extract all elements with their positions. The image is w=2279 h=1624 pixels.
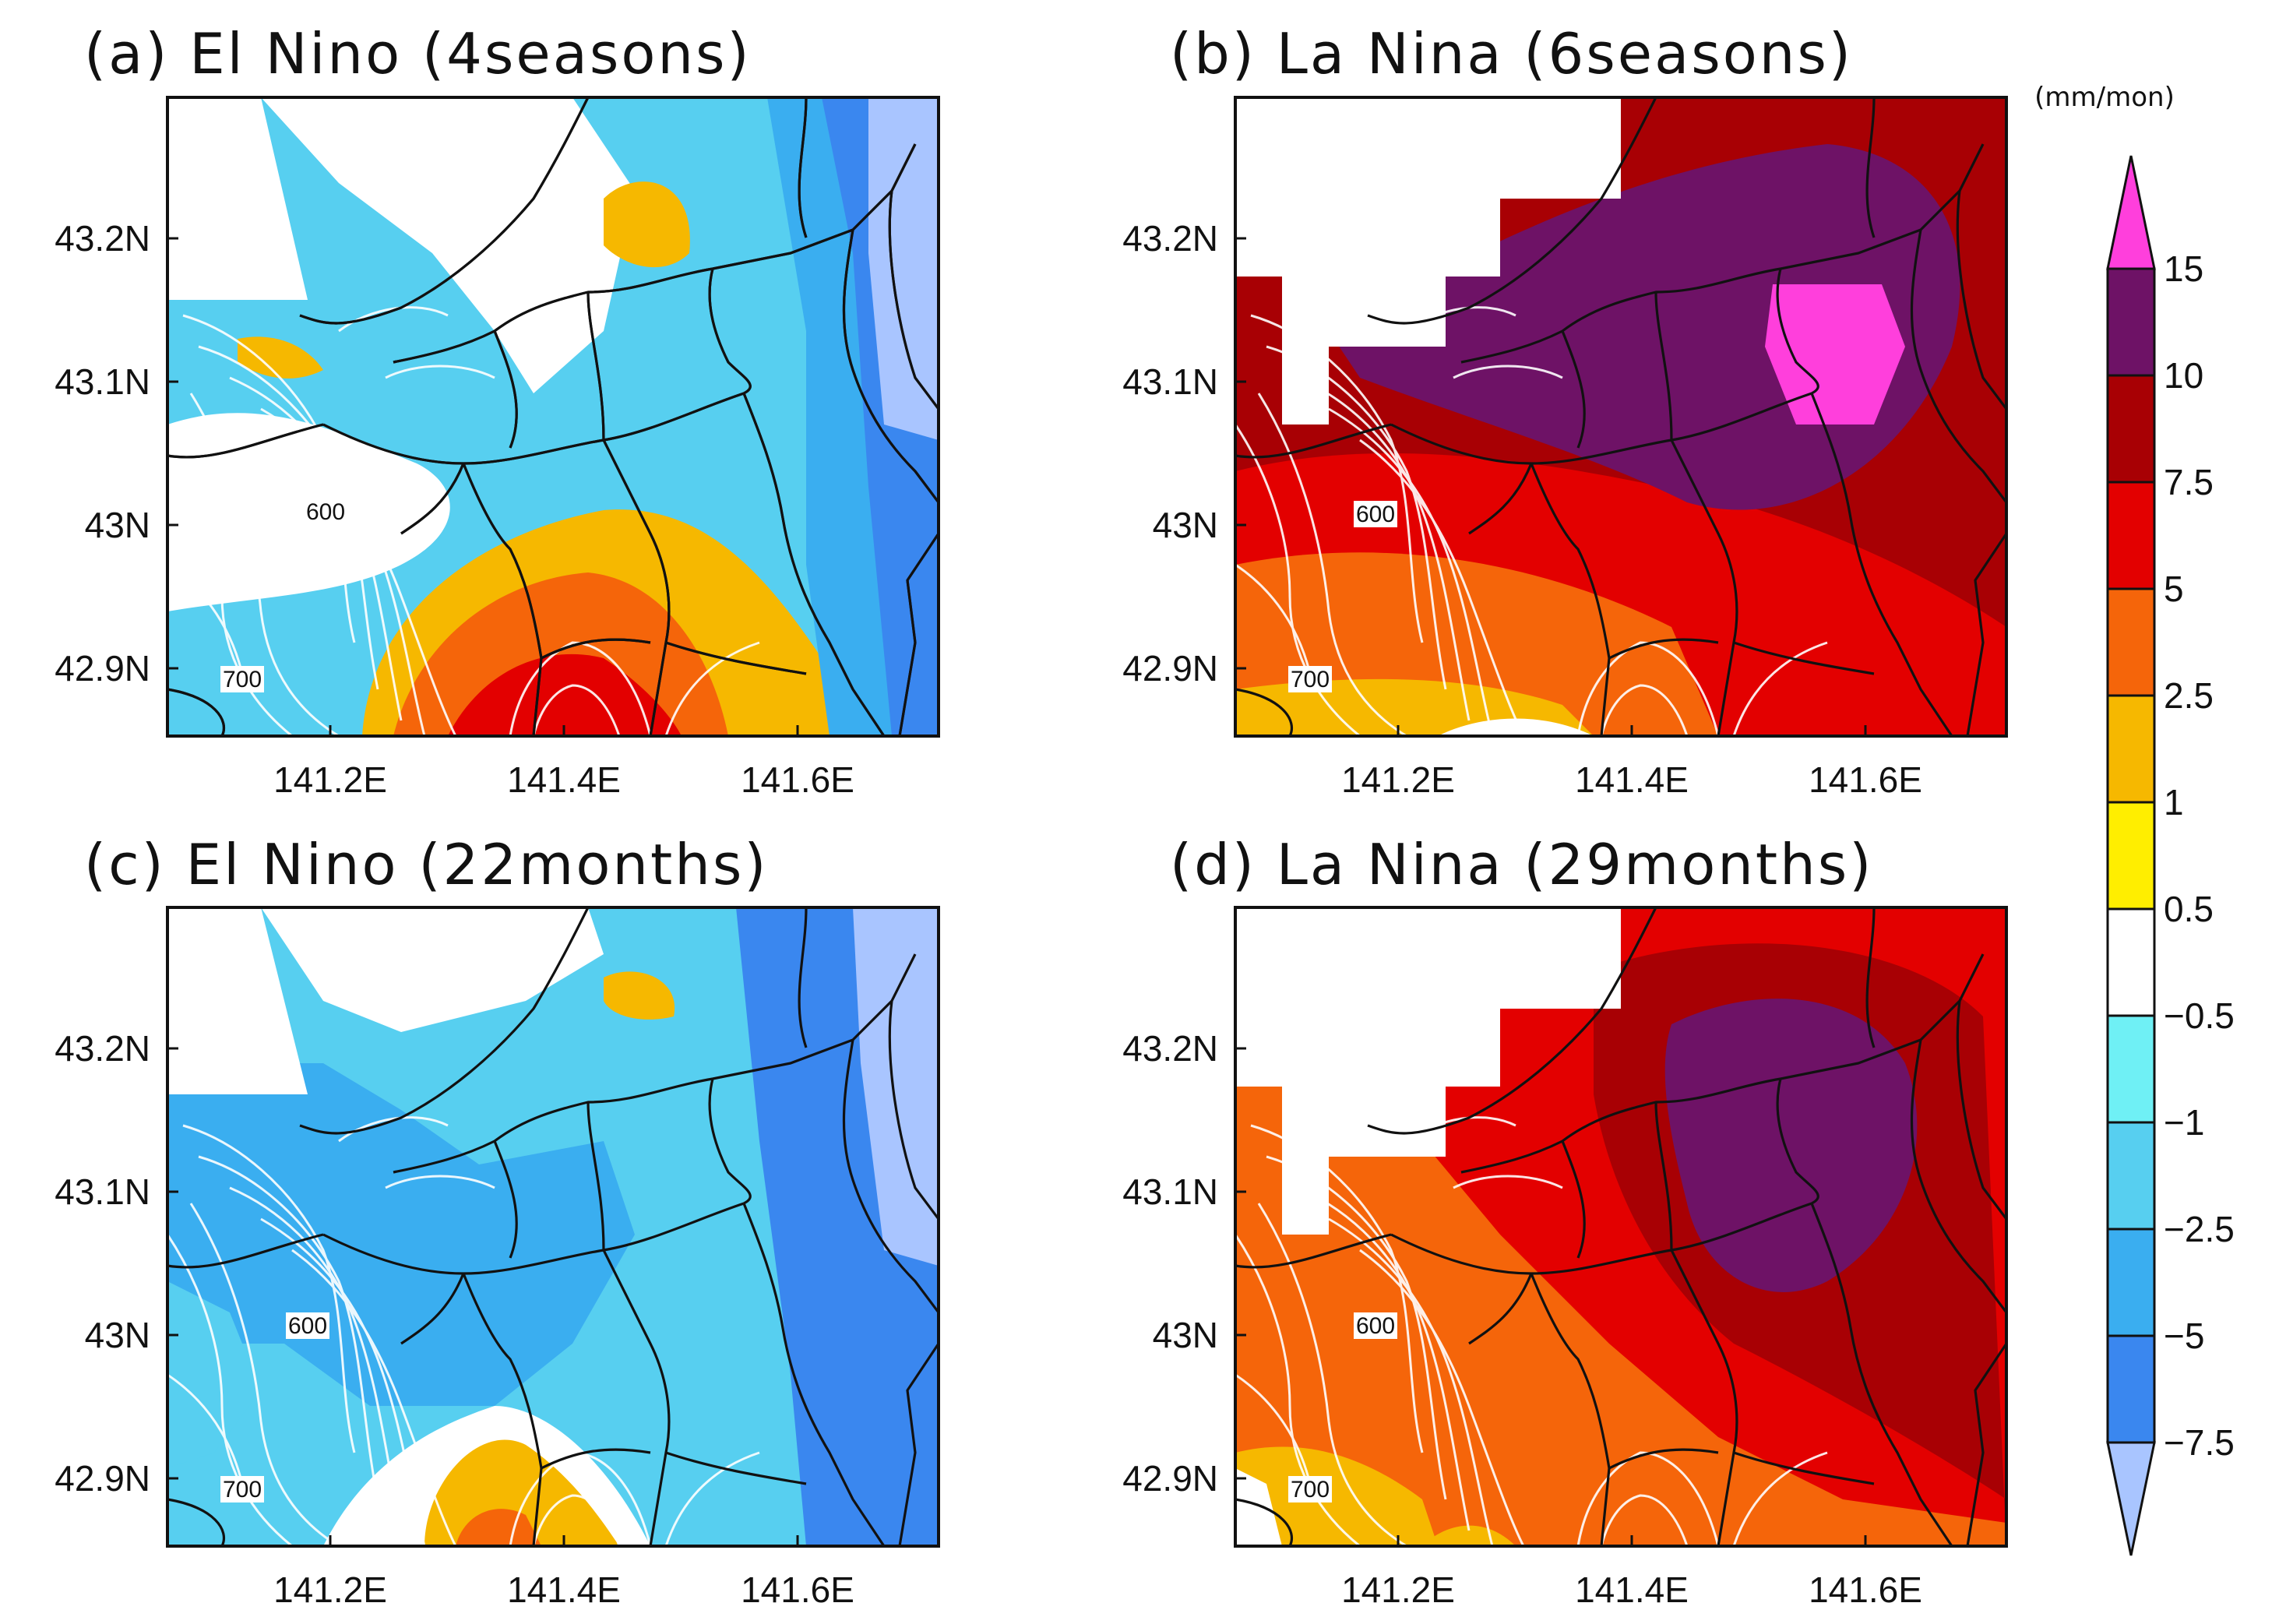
- colorbar-tick-label: 5: [2164, 569, 2184, 609]
- lat-axis: 43.2N 43.1N 43N 42.9N: [1122, 218, 1246, 689]
- lat-tick-label: 42.9N: [55, 648, 150, 689]
- panel-title: (d) La Nina (29months): [1170, 832, 1873, 897]
- plot-frame: [1234, 96, 2008, 738]
- lat-tick-label: 42.9N: [1122, 1458, 1218, 1499]
- colorbar-tick-label: 0.5: [2164, 889, 2214, 929]
- lon-tick-label: 141.6E: [1809, 1569, 1922, 1610]
- lat-tick-label: 43.1N: [55, 361, 150, 402]
- lat-tick-label: 42.9N: [1122, 648, 1218, 689]
- colorbar-unit: (mm/mon): [2034, 82, 2175, 113]
- lat-axis: 43.2N 43.1N 43N 42.9N: [55, 1028, 178, 1499]
- lat-tick-label: 43N: [85, 505, 150, 545]
- colorbar-tick-label: −1: [2164, 1102, 2204, 1143]
- map-field: [167, 97, 939, 736]
- lat-axis: 43.2N 43.1N 43N 42.9N: [1122, 1028, 1246, 1499]
- colorbar-bin: [2106, 587, 2156, 697]
- panel-title: (a) El Nino (4seasons): [84, 21, 752, 86]
- colorbar-bin: [2106, 801, 2156, 911]
- colorbar-tick-label: −2.5: [2164, 1209, 2235, 1249]
- lon-tick-label: 141.4E: [507, 1569, 621, 1610]
- panel-d: (d) La Nina (29months) 600 700 43.2N 43.…: [1122, 832, 2008, 1610]
- lon-tick-label: 141.2E: [1341, 1569, 1455, 1610]
- colorbar-bin: [2106, 1441, 2156, 1556]
- colorbar-tick-label: −7.5: [2164, 1422, 2235, 1463]
- colorbar-tick-label: 10: [2164, 355, 2203, 396]
- colorbar-bin: [2106, 267, 2156, 377]
- map-field: [167, 907, 939, 1546]
- plot-frame: [166, 906, 940, 1548]
- colorbar-bin: [2106, 694, 2156, 804]
- lon-tick-label: 141.2E: [273, 1569, 387, 1610]
- colorbar: (mm/mon) 15 10 7.5 5 2.5 1 0.5 −0.5 −1 −2.5 −5 −7.5: [2034, 82, 2235, 1556]
- colorbar-bin: [2106, 907, 2156, 1017]
- lon-axis: 141.2E 141.4E 141.6E: [1341, 1535, 1922, 1610]
- colorbar-tick-label: 15: [2164, 248, 2203, 289]
- map-field: [1235, 97, 2006, 736]
- contour-label: 700: [223, 667, 262, 692]
- colorbar-bin: [2106, 1014, 2156, 1124]
- colorbar-bin: [2106, 481, 2156, 590]
- plot-frame: [166, 96, 940, 738]
- colorbar-bin: [2106, 155, 2156, 270]
- lat-tick-label: 43.1N: [1122, 361, 1218, 402]
- colorbar-tick-label: 7.5: [2164, 462, 2214, 502]
- contour-label: 700: [223, 1477, 262, 1502]
- contour-label: 600: [1356, 502, 1395, 527]
- colorbar-tick-label: −0.5: [2164, 995, 2235, 1036]
- contour-label-box: [286, 1312, 329, 1339]
- colorbar-bin: [2106, 374, 2156, 484]
- colorbar-tick-label: 2.5: [2164, 675, 2214, 716]
- lon-tick-label: 141.2E: [273, 759, 387, 800]
- lon-axis: 141.2E 141.4E 141.6E: [273, 725, 854, 800]
- lat-tick-label: 43N: [1153, 1315, 1218, 1355]
- panel-c: (c) El Nino (22months) 600 700 43.2N 43.…: [55, 832, 940, 1610]
- colorbar-tick-label: −5: [2164, 1316, 2204, 1356]
- lat-tick-label: 43.1N: [55, 1171, 150, 1212]
- panel-title: (c) El Nino (22months): [84, 832, 768, 897]
- lon-tick-label: 141.4E: [1575, 1569, 1689, 1610]
- contour-label-box: [220, 666, 264, 692]
- lat-tick-label: 43N: [1153, 505, 1218, 545]
- panel-a: (a) El Nino (4seasons) 600 700 43.2N 43.…: [55, 21, 940, 800]
- plot-frame: [1234, 906, 2008, 1548]
- lat-axis: 43.2N 43.1N 43N 42.9N: [55, 218, 178, 689]
- lat-tick-label: 43.2N: [1122, 218, 1218, 259]
- contour-label: 700: [1291, 667, 1330, 692]
- colorbar-bin: [2106, 1121, 2156, 1231]
- lon-tick-label: 141.6E: [1809, 759, 1922, 800]
- contour-label: 600: [306, 499, 345, 525]
- contour-label: 600: [288, 1313, 327, 1339]
- contour-label-box: [304, 498, 347, 525]
- lat-tick-label: 42.9N: [55, 1458, 150, 1499]
- contour-label-box: [1288, 666, 1332, 692]
- contour-label-box: [1354, 1312, 1397, 1339]
- lat-tick-label: 43N: [85, 1315, 150, 1355]
- map-field: [1235, 907, 2006, 1546]
- colorbar-tick-label: 1: [2164, 782, 2184, 823]
- contour-label-box: [1354, 501, 1397, 527]
- lat-tick-label: 43.2N: [55, 1028, 150, 1069]
- lat-tick-label: 43.2N: [1122, 1028, 1218, 1069]
- contour-label: 700: [1291, 1477, 1330, 1502]
- contour-label-box: [220, 1476, 264, 1502]
- lon-tick-label: 141.6E: [741, 1569, 854, 1610]
- colorbar-bin: [2106, 1334, 2156, 1444]
- lon-axis: 141.2E 141.4E 141.6E: [1341, 725, 1922, 800]
- lon-tick-label: 141.4E: [507, 759, 621, 800]
- contour-label: 600: [1356, 1313, 1395, 1339]
- lon-axis: 141.2E 141.4E 141.6E: [273, 1535, 854, 1610]
- lon-tick-label: 141.4E: [1575, 759, 1689, 800]
- lon-tick-label: 141.2E: [1341, 759, 1455, 800]
- contour-label-box: [1288, 1476, 1332, 1502]
- colorbar-bin: [2106, 1228, 2156, 1337]
- lat-tick-label: 43.1N: [1122, 1171, 1218, 1212]
- lon-tick-label: 141.6E: [741, 759, 854, 800]
- panel-title: (b) La Nina (6seasons): [1170, 21, 1853, 86]
- panel-b: (b) La Nina (6seasons) 600 700 43.2N 43.…: [1122, 21, 2008, 800]
- lat-tick-label: 43.2N: [55, 218, 150, 259]
